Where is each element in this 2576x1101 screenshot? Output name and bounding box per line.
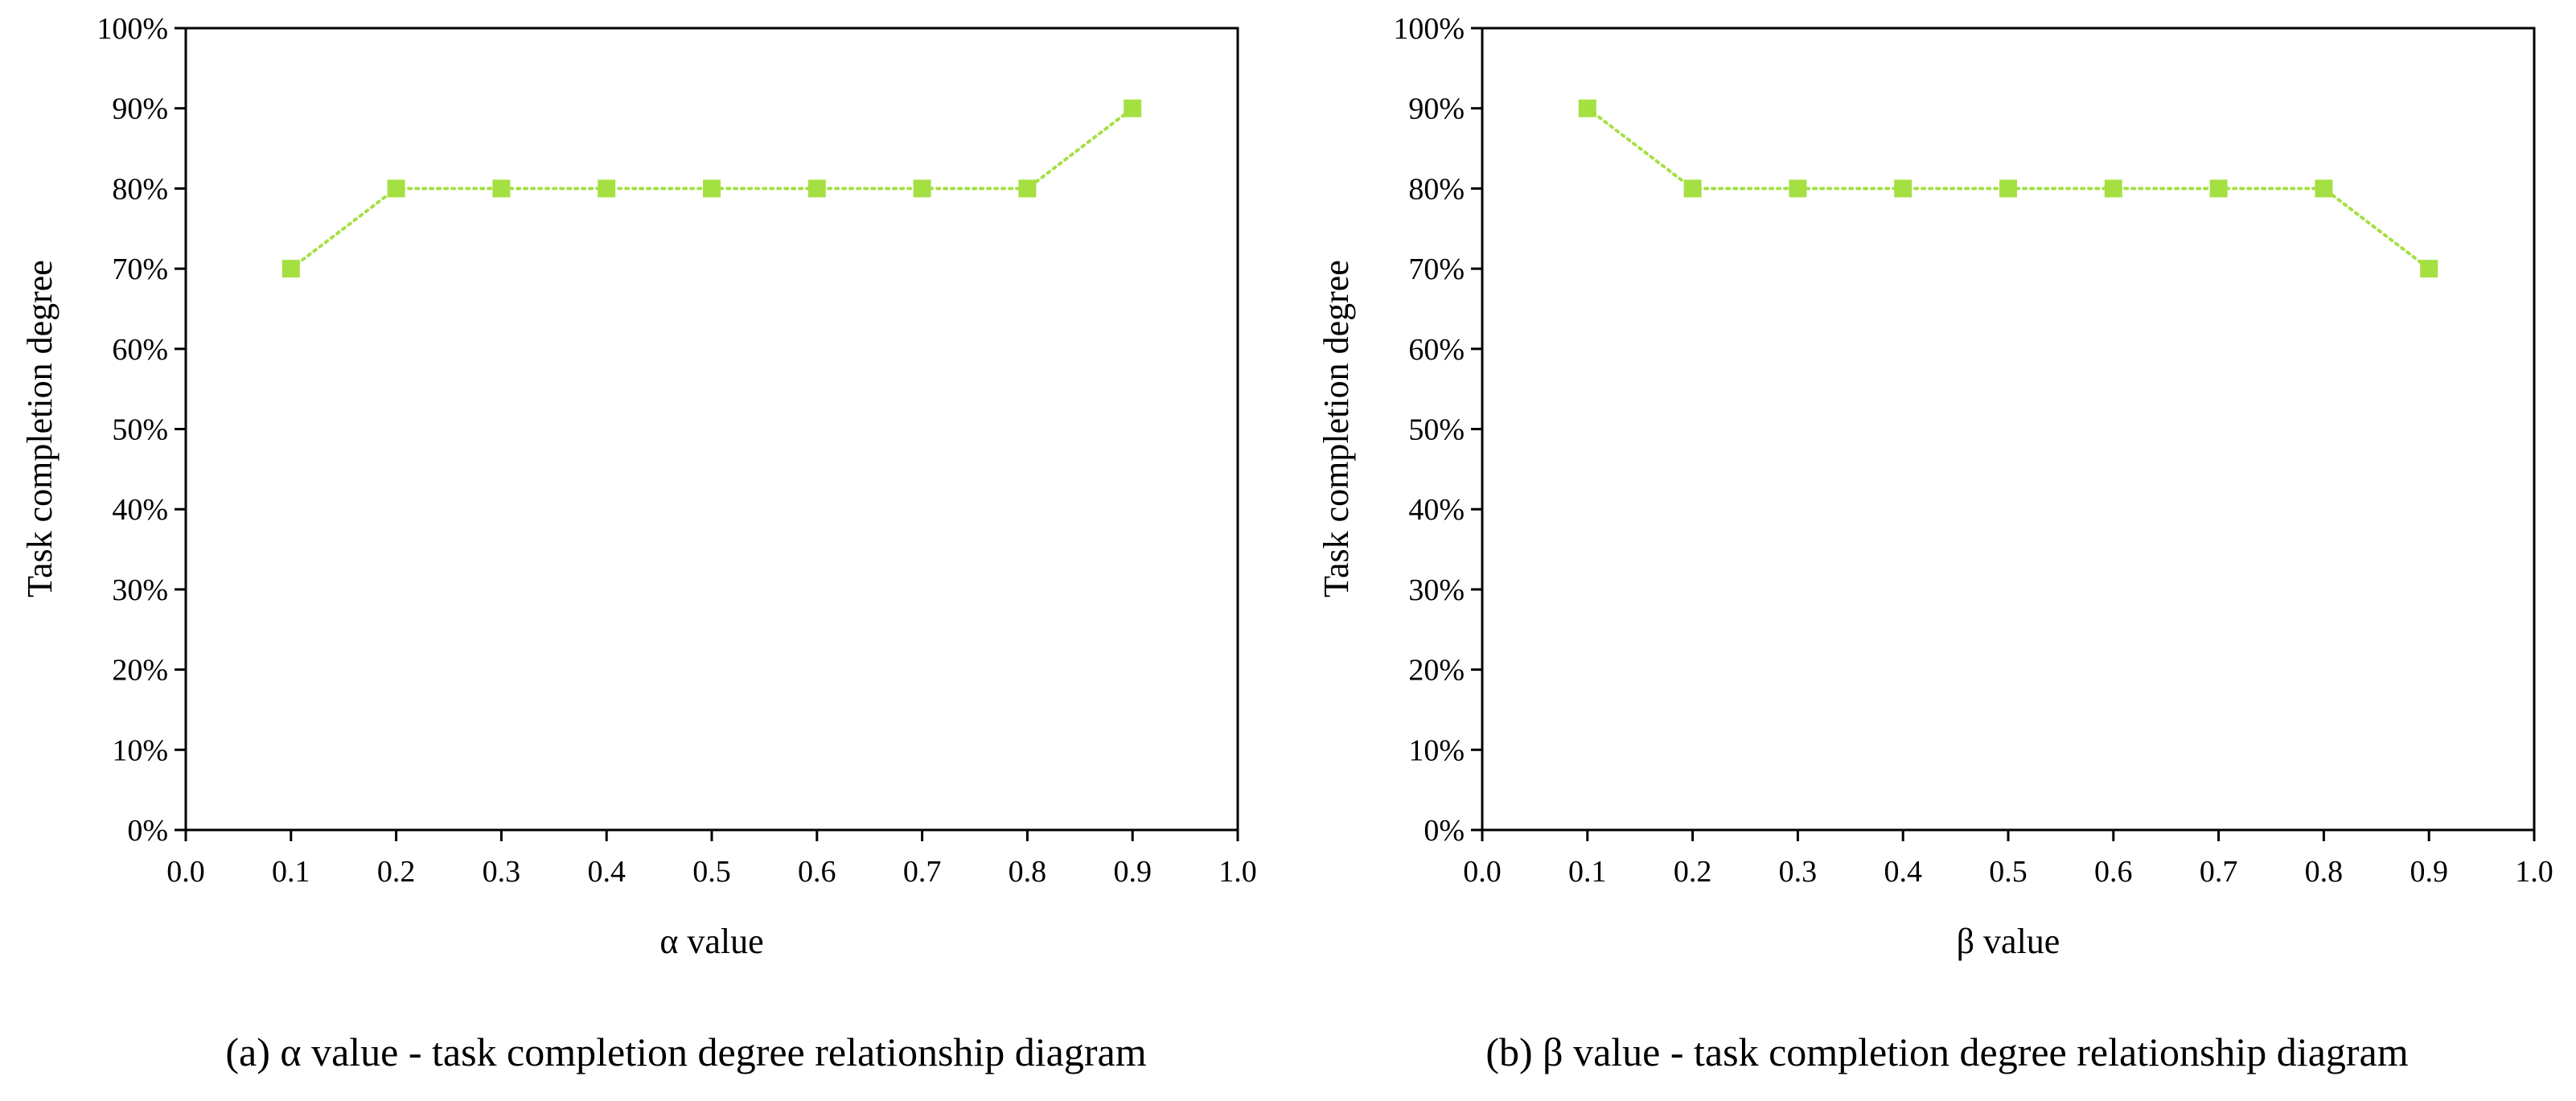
x-tick-label: 0.5 [1989, 855, 2028, 889]
data-point-0.8 [2315, 179, 2333, 198]
data-point-0.1 [281, 260, 300, 278]
y-tick-label: 70% [1408, 253, 1465, 286]
chart-panel-b: 0% 10% 20% 30% 40% 50% 60% 70% 80% 90% 100% 0.0 0.1… [1317, 12, 2553, 1074]
x-axis-title: α value [659, 922, 763, 961]
data-point-0.6 [2104, 179, 2122, 198]
y-tick-label: 40% [112, 493, 168, 527]
x-tick-label: 0.4 [1884, 855, 1922, 889]
y-tick-label: 30% [1408, 573, 1465, 607]
x-tick-label: 0.5 [692, 855, 731, 889]
x-tick-label: 0.7 [903, 855, 942, 889]
y-tick-label: 60% [112, 333, 168, 367]
y-tick-label: 50% [112, 413, 168, 447]
y-tick-label: 100% [1393, 12, 1465, 46]
data-point-0.7 [2209, 179, 2228, 198]
data-point-0.3 [1789, 179, 1807, 198]
data-point-0.2 [1683, 179, 1702, 198]
x-tick-label: 0.6 [2094, 855, 2133, 889]
data-point-0.1 [1578, 99, 1596, 117]
y-tick-label: 50% [1408, 413, 1465, 447]
x-tick-label: 0.1 [1568, 855, 1607, 889]
y-tick-label: 0% [1424, 814, 1465, 848]
y-tick-label: 10% [112, 733, 168, 767]
x-tick-label: 1.0 [1218, 855, 1257, 889]
y-tick-label: 70% [112, 253, 168, 286]
y-tick-label: 90% [112, 92, 168, 126]
x-tick-label: 0.6 [798, 855, 836, 889]
data-point-0.9 [2420, 260, 2438, 278]
y-axis-title: Task completion degree [1317, 260, 1356, 598]
data-point-0.5 [1999, 179, 2017, 198]
x-tick-label: 0.0 [166, 855, 205, 889]
x-tick-label: 0.9 [1113, 855, 1152, 889]
x-axis-title: β value [1957, 922, 2060, 961]
data-point-0.3 [492, 179, 511, 198]
y-tick-label: 60% [1408, 333, 1465, 367]
y-tick-label: 20% [1408, 654, 1465, 688]
chart-panel-a: 0% 10% 20% 30% 40% 50% 60% 70% 80% 90% 100% 0.0 0.1… [20, 12, 1257, 1074]
x-tick-label: 0.1 [272, 855, 310, 889]
x-tick-label: 0.7 [2200, 855, 2238, 889]
x-tick-label: 1.0 [2515, 855, 2553, 889]
x-tick-label: 0.8 [2305, 855, 2344, 889]
data-point-0.7 [913, 179, 931, 198]
y-tick-label: 100% [97, 12, 168, 46]
y-tick-label: 30% [112, 573, 168, 607]
data-point-0.9 [1124, 99, 1142, 117]
data-point-0.5 [703, 179, 721, 198]
panel-caption: (a) α value - task completion degree rel… [225, 1029, 1146, 1074]
data-point-0.2 [387, 179, 405, 198]
x-tick-label: 0.2 [1674, 855, 1712, 889]
y-tick-label: 10% [1408, 733, 1465, 767]
y-tick-label: 90% [1408, 92, 1465, 126]
data-point-0.4 [598, 179, 616, 198]
x-tick-label: 0.4 [587, 855, 626, 889]
data-point-0.8 [1018, 179, 1037, 198]
x-tick-label: 0.3 [483, 855, 521, 889]
x-tick-label: 0.2 [377, 855, 416, 889]
y-tick-label: 80% [112, 172, 168, 206]
panel-caption: (b) β value - task completion degree rel… [1485, 1029, 2408, 1074]
y-tick-label: 0% [127, 814, 168, 848]
y-tick-label: 20% [112, 654, 168, 688]
x-tick-label: 0.0 [1463, 855, 1502, 889]
x-tick-label: 0.9 [2410, 855, 2448, 889]
y-tick-label: 40% [1408, 493, 1465, 527]
x-tick-label: 0.3 [1779, 855, 1818, 889]
y-tick-label: 80% [1408, 172, 1465, 206]
data-point-0.4 [1894, 179, 1912, 198]
y-axis-title: Task completion degree [20, 260, 60, 598]
data-point-0.6 [807, 179, 826, 198]
x-tick-label: 0.8 [1009, 855, 1047, 889]
